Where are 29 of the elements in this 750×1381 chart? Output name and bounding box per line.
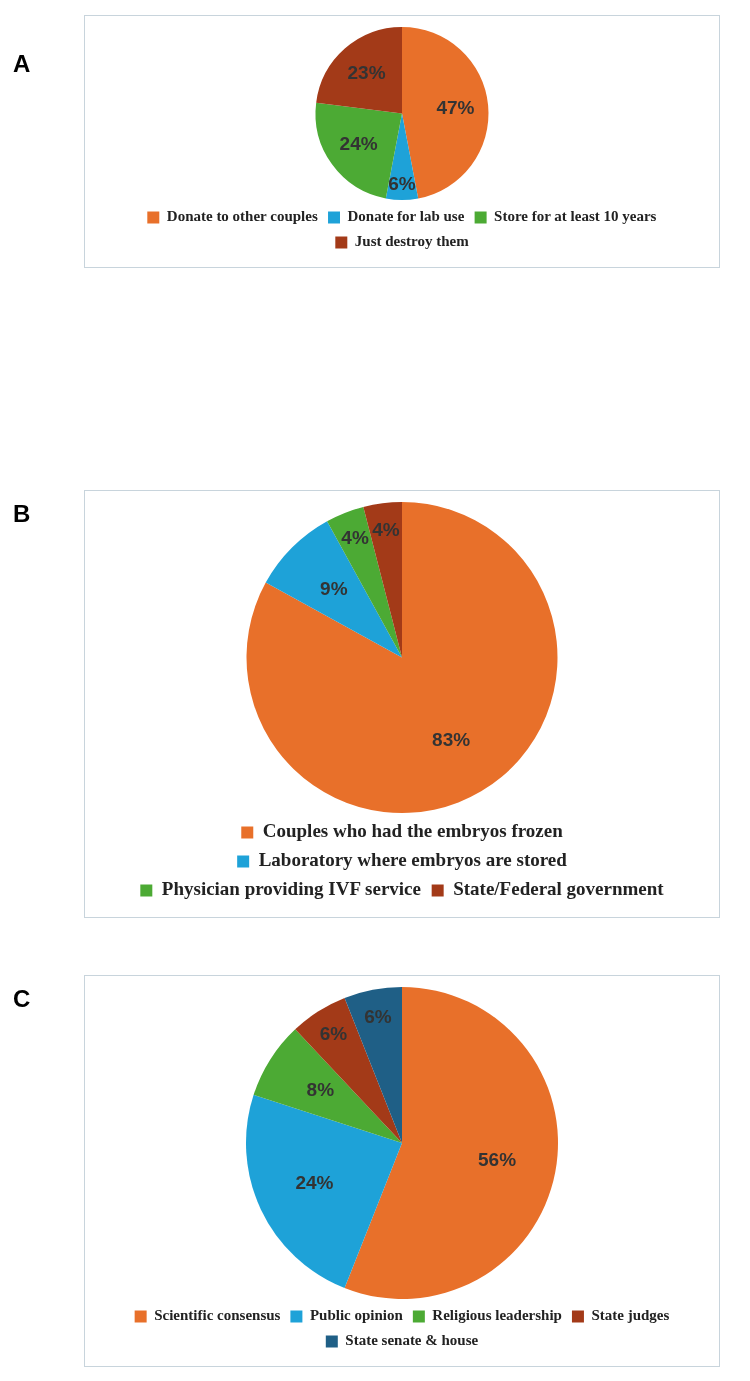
data-label: 4% <box>341 527 369 549</box>
data-label: 6% <box>388 172 416 194</box>
data-label: 56% <box>477 1149 517 1171</box>
legend-label: Religious leadership <box>432 1307 562 1324</box>
legend-label: Store for at least 10 years <box>494 208 657 225</box>
data-label: 6% <box>319 1023 348 1045</box>
legend-label: State judges <box>591 1307 670 1324</box>
chart-title: B <box>13 500 31 528</box>
legend-label: Laboratory where embryos are stored <box>258 849 568 871</box>
data-label: 83% <box>432 728 471 750</box>
legend-label: Scientific consensus <box>154 1307 281 1324</box>
data-label: 9% <box>320 577 348 599</box>
legend-label: Couples who had the embryos frozen <box>262 820 564 842</box>
legend-label: Donate to other couples <box>166 208 318 225</box>
data-label: 23% <box>347 61 386 83</box>
legend-label: Physician providing IVF service <box>161 878 421 900</box>
data-label: 4% <box>372 519 400 541</box>
data-label: 6% <box>364 1005 392 1027</box>
data-label: 47% <box>436 96 475 118</box>
chart-title: C <box>13 985 31 1013</box>
legend-label: Public opinion <box>309 1307 404 1324</box>
data-label: 24% <box>339 133 378 155</box>
legend-label: State/Federal government <box>453 878 665 900</box>
legend-label: Donate for lab use <box>347 208 465 225</box>
legend-label: State senate & house <box>345 1332 479 1349</box>
text: A <box>13 50 31 78</box>
data-label: 8% <box>306 1079 335 1101</box>
data-label: 24% <box>295 1172 334 1194</box>
legend-label: Just destroy them <box>354 233 470 250</box>
